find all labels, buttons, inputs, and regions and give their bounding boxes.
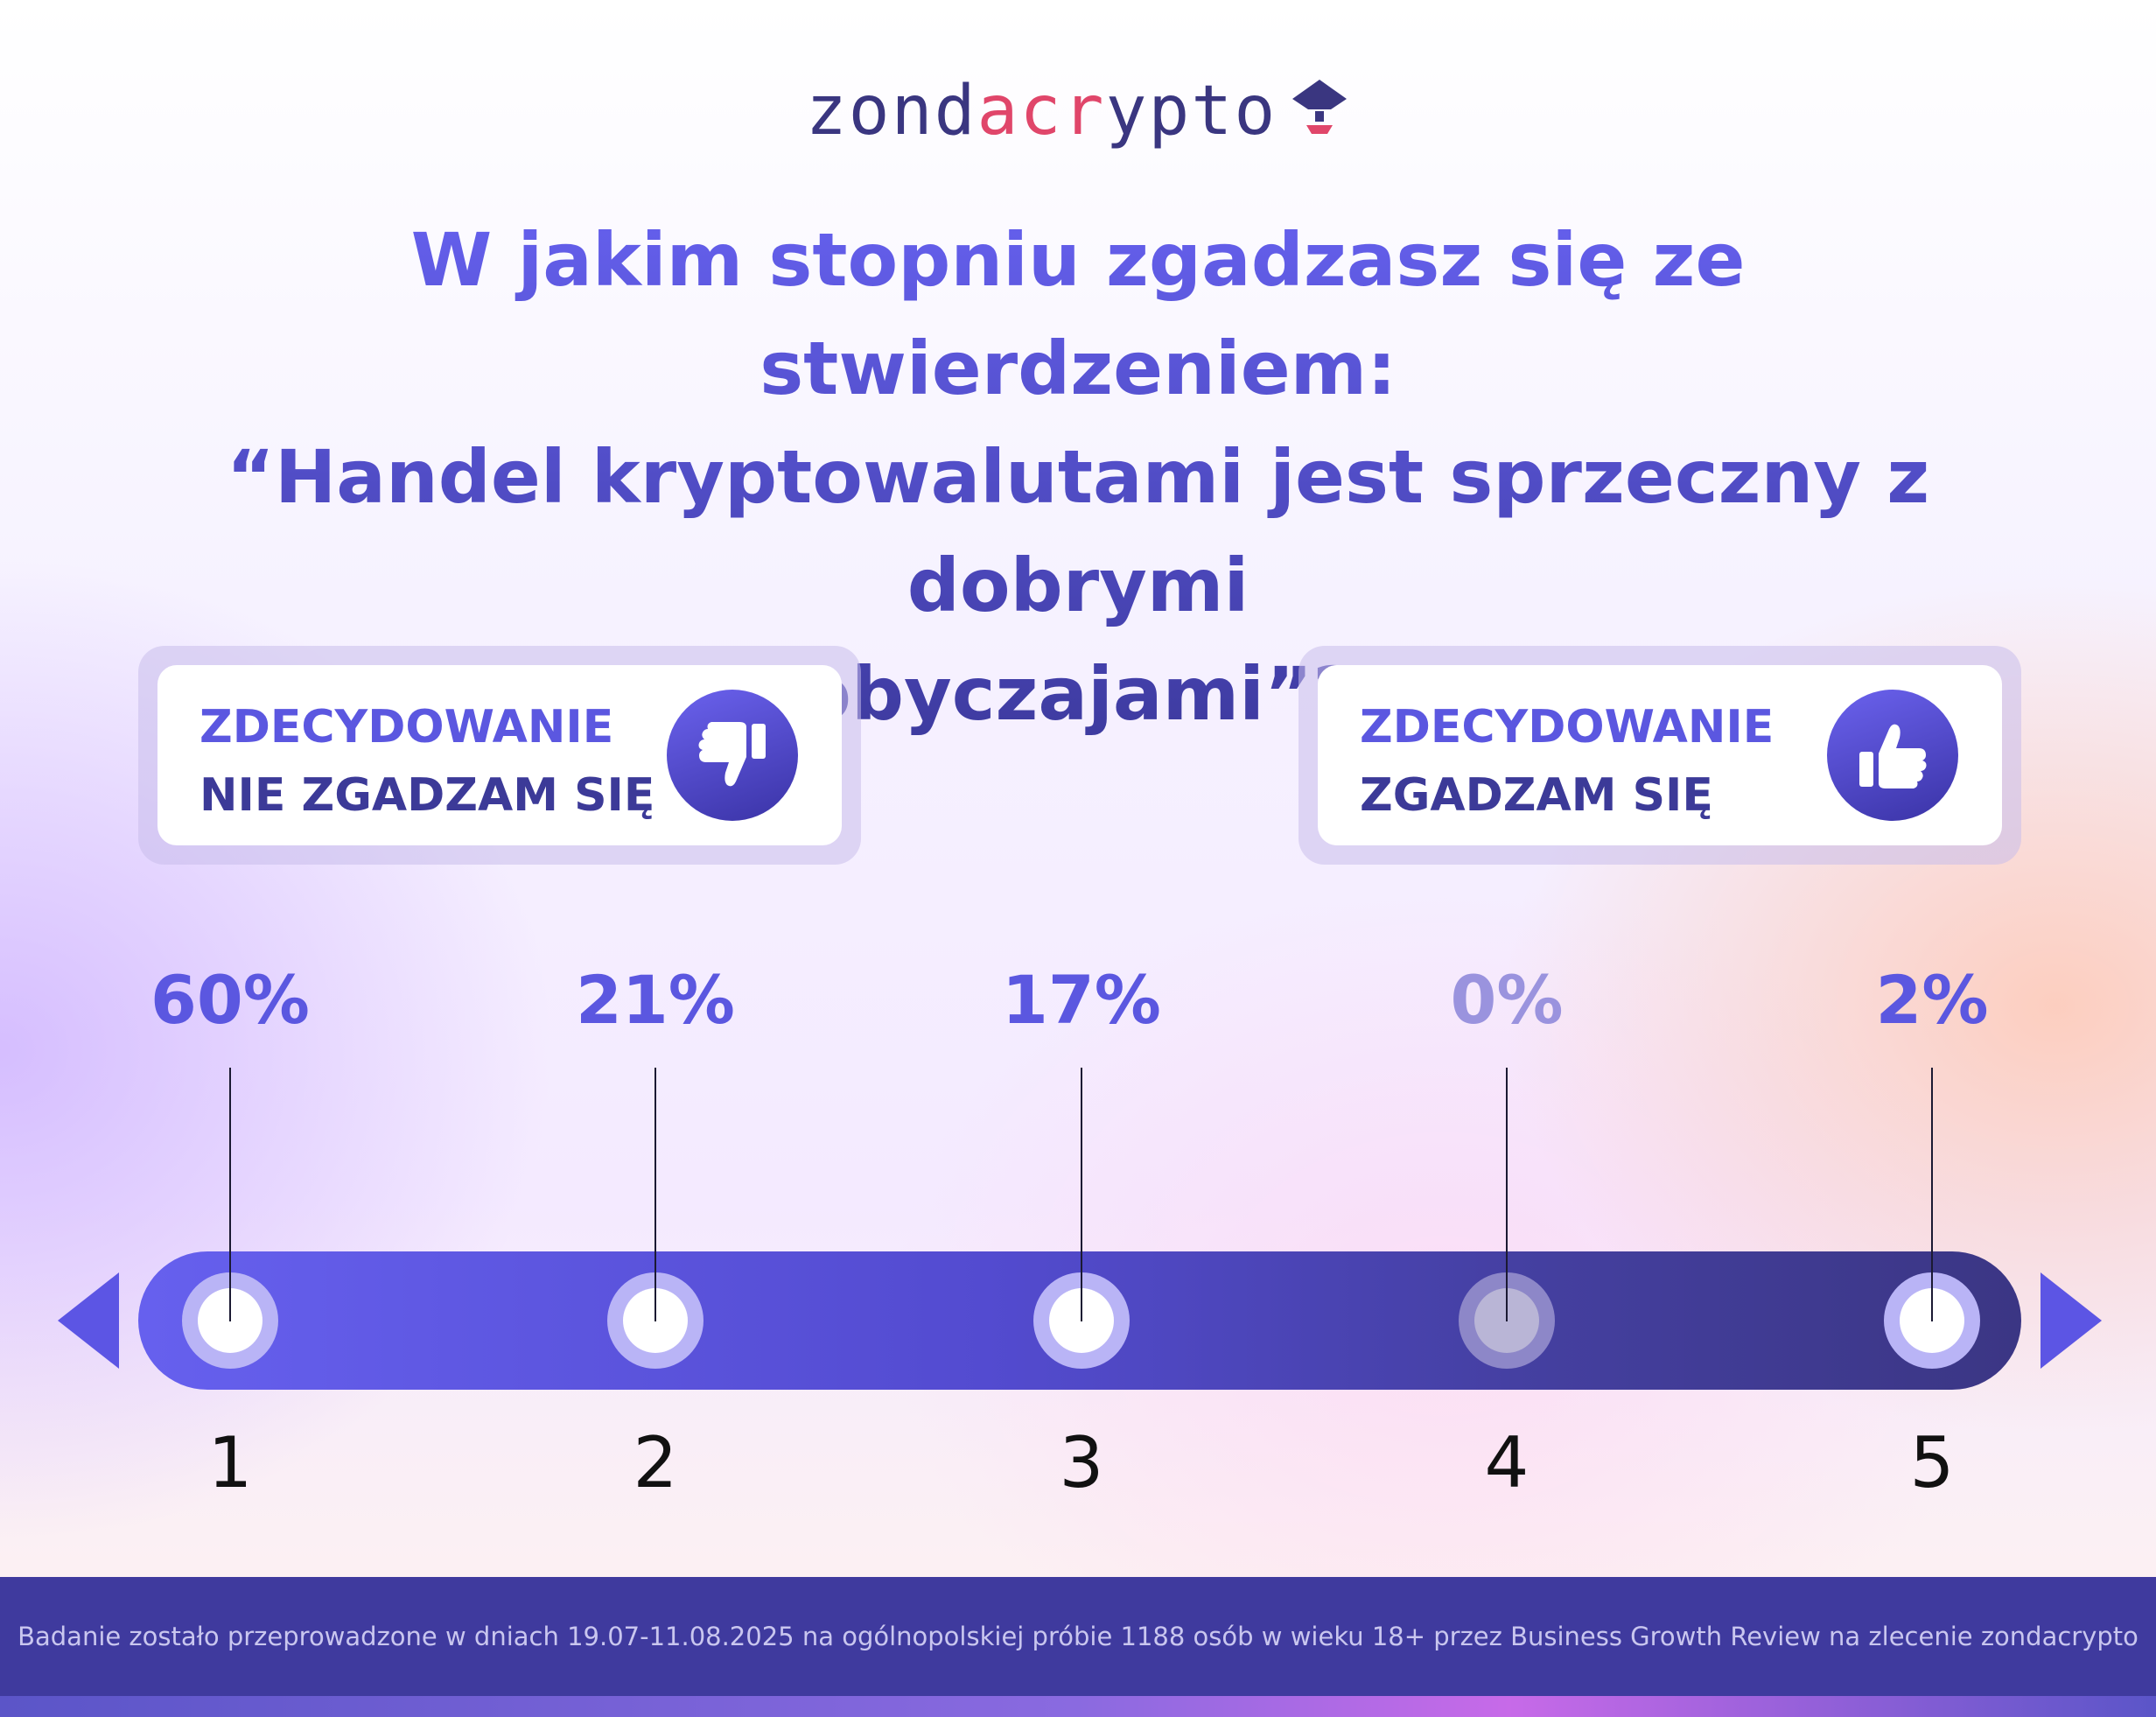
legend-strongly-agree: ZDECYDOWANIE ZGADZAM SIĘ [1298,646,2021,865]
legend-strongly-disagree: ZDECYDOWANIE NIE ZGADZAM SIĘ [138,646,861,865]
scale-arrow-left-icon [58,1272,119,1369]
value-stem-3 [1081,1068,1082,1321]
logo-text-part1: zond [805,72,977,151]
footer-note: Badanie zostało przeprowadzone w dniach … [0,1577,2156,1696]
value-label-5: 2% [1875,961,1989,1039]
scale-number-2: 2 [633,1422,678,1503]
question-line-2: “Handel kryptowalutami jest sprzeczny z … [226,434,1930,628]
legend-label: ZDECYDOWANIE NIE ZGADZAM SIĘ [200,693,654,830]
brand-logo: zondacrypto [0,72,2156,154]
value-label-3: 17% [1002,961,1161,1039]
scale-arrow-right-icon [2040,1272,2102,1369]
value-stem-5 [1931,1068,1933,1321]
footer-accent-bar [0,1696,2156,1717]
question-line-1: W jakim stopniu zgadzasz się ze stwierdz… [410,217,1746,411]
value-stem-1 [229,1068,231,1321]
logo-text-part2: acr [976,72,1106,151]
value-label-4: 0% [1450,961,1564,1039]
legend-card-inner: ZDECYDOWANIE NIE ZGADZAM SIĘ [158,665,842,845]
logo-text-part3: ypto [1105,72,1278,151]
legend-card-inner: ZDECYDOWANIE ZGADZAM SIĘ [1318,665,2002,845]
scale-number-3: 3 [1059,1422,1104,1503]
value-stem-2 [654,1068,656,1321]
legend-label-line1: ZDECYDOWANIE [200,701,614,753]
footer-text: Badanie zostało przeprowadzone w dniach … [18,1622,2138,1651]
thumbs-down-icon [667,690,798,821]
scale-number-1: 1 [207,1422,253,1503]
legend-label: ZDECYDOWANIE ZGADZAM SIĘ [1360,693,1774,830]
legend-label-line2: ZGADZAM SIĘ [1360,769,1713,822]
value-label-1: 60% [150,961,310,1039]
legend-label-line1: ZDECYDOWANIE [1360,701,1774,753]
logo-mark-icon [1289,75,1350,154]
legend-label-line2: NIE ZGADZAM SIĘ [200,769,655,822]
value-label-2: 21% [576,961,735,1039]
scale-number-5: 5 [1909,1422,1955,1503]
value-stem-4 [1506,1068,1508,1321]
scale-number-4: 4 [1484,1422,1530,1503]
thumbs-up-icon [1827,690,1958,821]
